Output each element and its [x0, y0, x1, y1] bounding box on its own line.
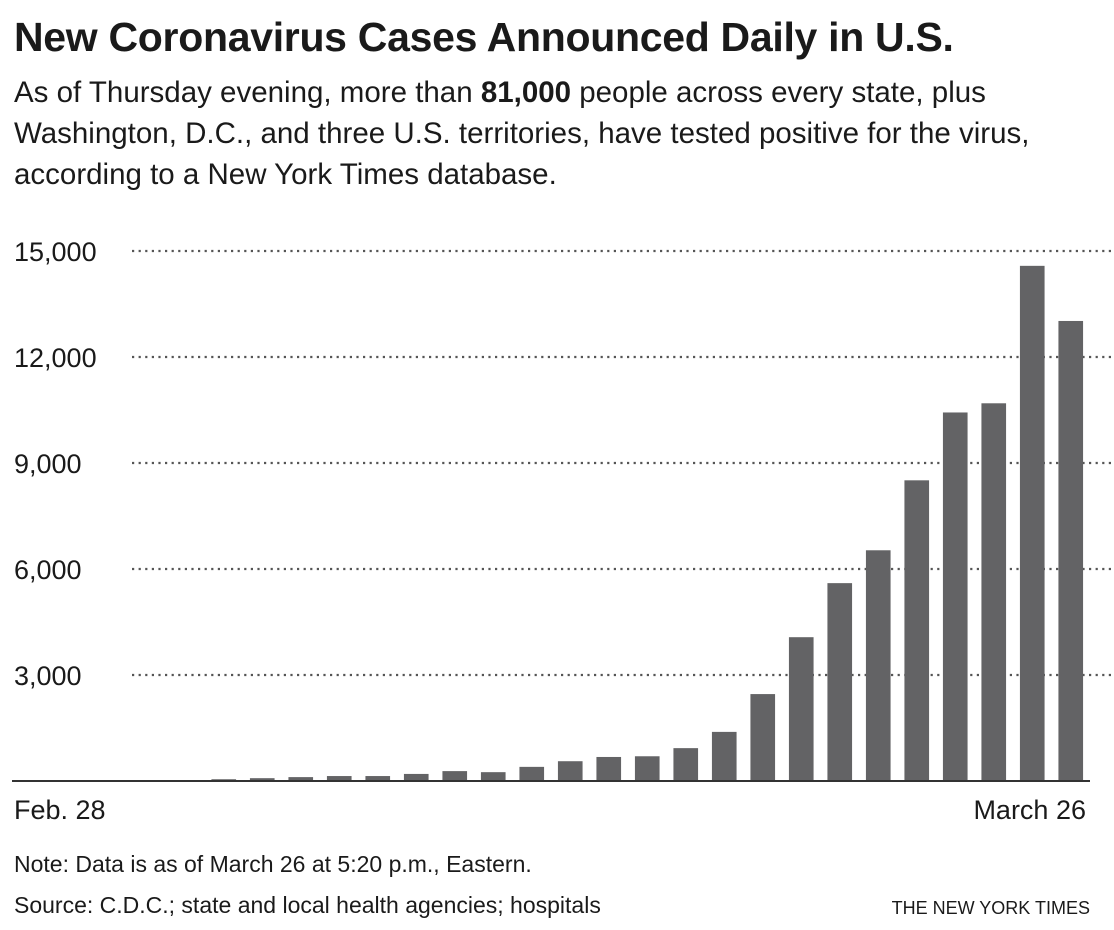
bar: [750, 694, 776, 781]
bar: [288, 777, 314, 781]
bar: [827, 583, 853, 781]
bar: [557, 761, 583, 781]
bar: [480, 772, 506, 781]
bar: [673, 748, 699, 781]
bar: [519, 766, 545, 781]
bar: [326, 776, 352, 781]
bar: [249, 778, 275, 781]
y-tick-label: 6,000: [14, 555, 82, 585]
chart-subtitle: As of Thursday evening, more than 81,000…: [14, 72, 1054, 195]
y-tick-label: 3,000: [14, 661, 82, 691]
bar: [442, 771, 468, 781]
credit: THE NEW YORK TIMES: [892, 898, 1090, 918]
source: Source: C.D.C.; state and local health a…: [14, 892, 601, 918]
y-tick-label: 9,000: [14, 449, 82, 479]
y-tick-label: 15,000: [14, 237, 97, 267]
subtitle-text: As of Thursday evening, more than: [14, 76, 481, 109]
subtitle-highlight: 81,000: [480, 76, 572, 109]
subtitle-text: people across every state, plus Washingt…: [14, 76, 1030, 191]
bar: [365, 776, 391, 781]
note: Note: Data is as of March 26 at 5:20 p.m…: [14, 851, 532, 877]
bar: [981, 403, 1007, 781]
x-tick-label: Feb. 28: [14, 795, 106, 825]
y-tick-label: 12,000: [14, 343, 97, 373]
bar: [865, 550, 891, 781]
bar: [403, 773, 429, 781]
bar: [634, 756, 660, 781]
bar: [596, 756, 622, 781]
x-tick-label: March 26: [973, 795, 1086, 825]
bar: [942, 412, 968, 781]
bar: [904, 480, 930, 781]
bar: [1058, 320, 1084, 781]
bar: [1019, 265, 1045, 782]
bar: [711, 731, 737, 781]
chart-title: New Coronavirus Cases Announced Daily in…: [14, 14, 954, 60]
bar: [788, 637, 814, 781]
